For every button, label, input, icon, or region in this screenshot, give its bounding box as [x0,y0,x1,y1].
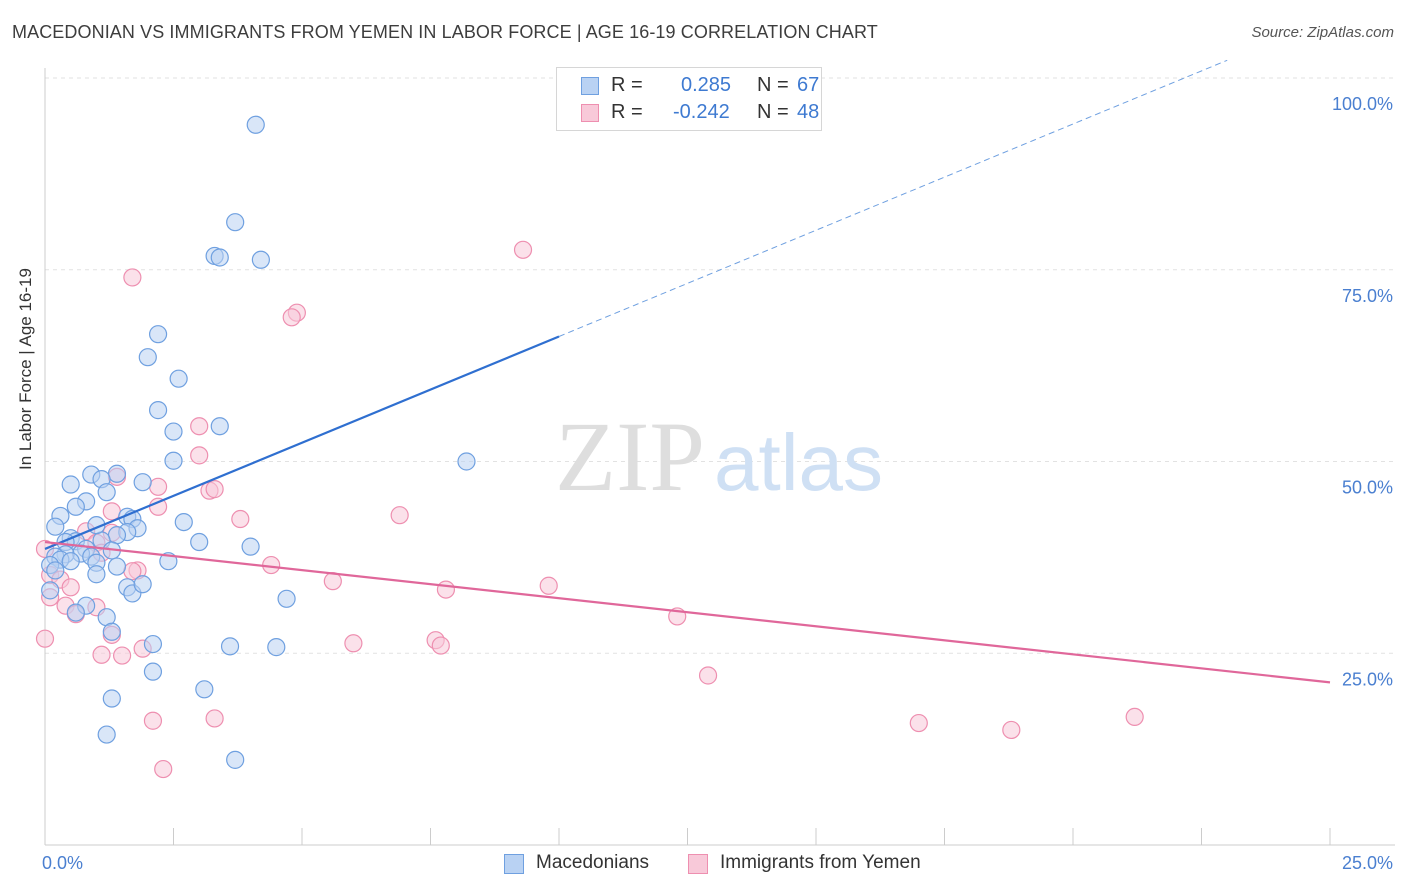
macedonians-point-9 [210,417,229,436]
bottom-legend-swatch-blue [504,854,524,874]
macedonians-point-0 [246,115,265,134]
macedonians-point-28 [107,526,127,545]
macedonians-point-16 [61,475,80,494]
yemen-point-3 [282,308,301,327]
macedonians-point-45 [107,557,127,576]
yemen-point-4 [190,417,209,436]
macedonians-point-18 [97,483,116,502]
macedonians-point-8 [148,401,168,420]
yemen-point-13 [231,509,250,529]
macedonians-point-6 [138,348,157,367]
bottom-legend-label: Macedonians [536,852,650,873]
macedonians-point-58 [143,662,163,681]
macedonians-point-33 [190,532,209,552]
legend-n-label: N = [757,74,789,96]
grid-lines [45,77,1395,654]
macedonians-point-5 [148,325,168,344]
macedonians-point-51 [41,581,60,600]
legend-r-value: -0.242 [673,101,730,123]
macedonians-point-7 [169,369,188,388]
yemen-trend-line [44,540,1331,684]
yemen-point-7 [148,477,168,496]
yemen-point-11 [102,502,121,521]
macedonians-point-47 [87,565,106,584]
yemen-point-1 [123,268,142,287]
macedonians-point-20 [66,497,85,516]
macedonians-point-46 [46,561,65,580]
macedonians-point-54 [102,622,121,641]
chart-title: MACEDONIAN VS IMMIGRANTS FROM YEMEN IN L… [12,22,878,42]
yemen-point-41 [698,666,718,685]
y-tick-label-1: 50.0% [1342,478,1393,498]
macedonians-point-13 [107,464,127,483]
macedonians-point-26 [46,517,65,536]
legend-r-value: 0.285 [681,74,732,96]
yemen-point-12 [390,506,409,525]
macedonians-point-12 [457,452,476,471]
macedonians-point-1 [226,213,245,232]
yemen-point-35 [344,634,363,653]
source-label: Source: ZipAtlas.com [1251,24,1394,41]
bottom-legend-swatch-pink [688,854,708,874]
macedonians-point-56 [220,637,240,656]
correlation-legend: R = 0.285 N = 67 R = -0.242 N = 48 [556,67,822,131]
legend-r-label: R = [611,74,643,96]
yemen-point-25 [61,578,80,597]
macedonians-point-42 [61,552,80,571]
macedonians-point-4 [251,250,270,269]
y-tick-label-2: 75.0% [1342,286,1393,306]
macedonians-point-63 [66,603,85,622]
yemen-point-0 [513,240,533,259]
macedonians-point-17 [133,473,152,492]
trend-lines [44,59,1331,684]
series-macedonians-points [41,115,476,769]
bottom-legend-label: Immigrants from Yemen [720,852,921,873]
macedonians-point-61 [97,725,116,744]
legend-n-value: 67 [797,74,820,96]
macedonians-point-3 [210,248,229,267]
macedonians-point-64 [133,575,152,594]
yemen-point-46 [1125,707,1144,727]
legend-n-value: 48 [797,101,820,123]
y-tick-label-3: 100.0% [1332,94,1393,114]
yemen-point-26 [539,576,558,595]
yemen-point-44 [909,713,928,733]
yemen-point-37 [431,636,450,655]
y-tick-label-0: 25.0% [1342,669,1393,689]
legend-swatch-pink [581,104,599,122]
legend-r-label: R = [611,101,643,123]
yemen-point-27 [436,580,456,599]
macedonians-point-62 [226,750,245,769]
legend-n-label: N = [757,101,789,123]
yemen-point-47 [154,759,173,779]
yemen-point-9 [205,480,224,499]
watermark-zip: ZIP [555,401,705,512]
yemen-point-38 [92,645,111,664]
yemen-point-5 [190,446,209,465]
macedonians-point-24 [174,512,193,532]
x-tick-label-1: 25.0% [1342,853,1393,873]
yemen-point-43 [205,709,224,728]
macedonians-point-10 [164,422,183,441]
x-tick-label-0: 0.0% [42,853,83,873]
macedonians-point-50 [277,589,296,608]
axes [44,68,1395,846]
macedonians-point-57 [267,638,286,657]
macedonians-trend-extension [558,59,1228,337]
tick-labels: 25.0% 50.0% 75.0% 100.0% 0.0% 25.0% [42,94,1393,873]
yemen-point-42 [143,711,163,730]
macedonians-point-34 [241,537,260,556]
watermark-atlas: atlas [714,418,883,507]
legend-swatch-blue [581,77,599,95]
macedonians-point-59 [195,680,214,699]
yemen-point-34 [35,629,55,648]
macedonians-point-60 [102,689,121,708]
yemen-point-39 [112,646,132,665]
macedonians-point-11 [164,451,183,470]
macedonians-trend-line [44,335,560,550]
yemen-point-45 [1002,720,1021,740]
macedonians-point-55 [143,634,163,654]
